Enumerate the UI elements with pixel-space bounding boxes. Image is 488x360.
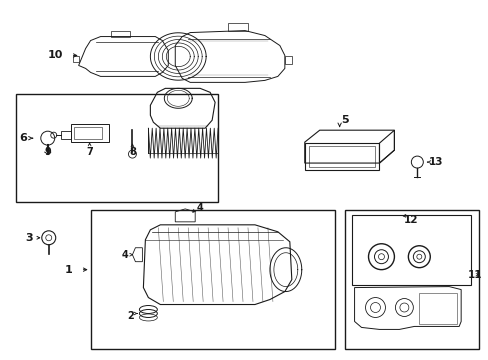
Text: 7: 7	[86, 147, 93, 157]
Bar	[71, 124, 108, 142]
Text: 6: 6	[19, 133, 27, 143]
Text: 11: 11	[467, 270, 481, 280]
Bar	[304, 143, 379, 170]
Bar	[308, 146, 375, 167]
Text: 2: 2	[127, 311, 134, 321]
Text: 1: 1	[65, 265, 72, 275]
Text: 9: 9	[44, 147, 51, 157]
Text: 13: 13	[428, 157, 443, 167]
Bar	[90, 210, 334, 349]
Bar	[61, 131, 71, 139]
Text: 4: 4	[196, 203, 203, 213]
Bar	[16, 94, 218, 202]
Text: 8: 8	[129, 147, 136, 157]
Bar	[344, 210, 478, 349]
Text: 10: 10	[48, 50, 63, 60]
Bar	[419, 293, 456, 324]
Bar	[351, 215, 470, 285]
Text: 3: 3	[25, 233, 33, 243]
Text: 12: 12	[403, 215, 418, 225]
Bar	[74, 127, 102, 139]
Text: 4: 4	[122, 250, 128, 260]
Text: 5: 5	[340, 115, 348, 125]
